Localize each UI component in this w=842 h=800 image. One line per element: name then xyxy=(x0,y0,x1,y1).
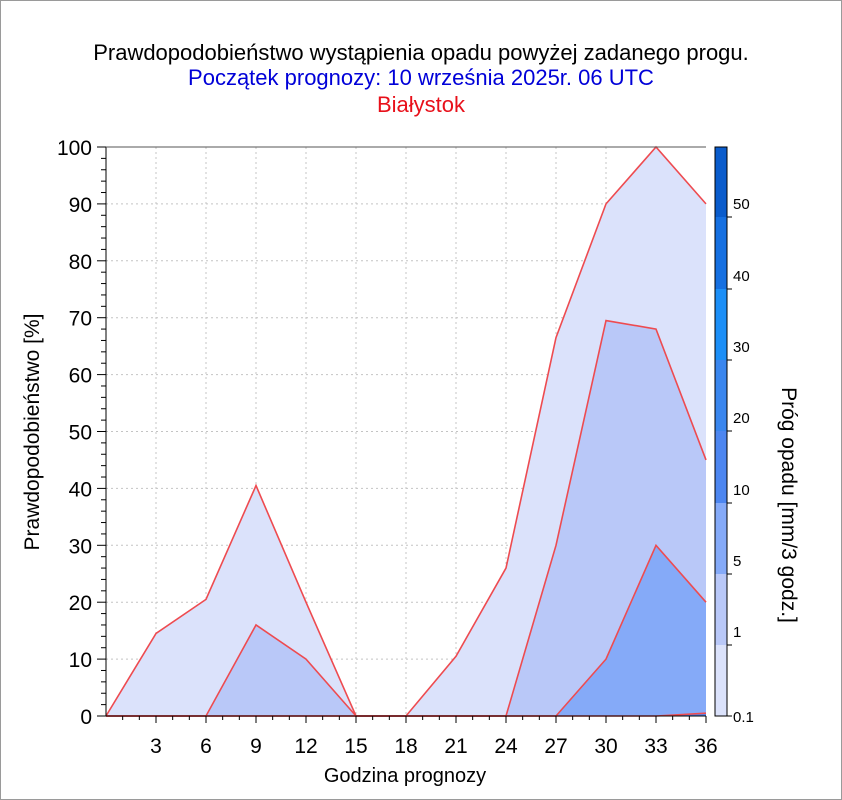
y-axis-label: Prawdopodobieństwo [%] xyxy=(21,314,44,551)
y-tick-label: 30 xyxy=(69,535,92,558)
colorbar-segment xyxy=(715,147,727,217)
colorbar-segment xyxy=(715,574,727,645)
y-tick-label: 100 xyxy=(57,137,92,160)
colorbar-segment xyxy=(715,431,727,503)
y-tick-label: 80 xyxy=(69,251,92,274)
x-tick-label: 3 xyxy=(150,735,162,758)
axes xyxy=(97,146,707,723)
x-tick-label: 6 xyxy=(200,735,212,758)
colorbar-label: Próg opadu [mm/3 godz.] xyxy=(777,387,800,623)
colorbar-tick-label: 5 xyxy=(733,553,741,570)
y-tick-label: 50 xyxy=(69,422,92,445)
x-tick-label: 24 xyxy=(494,735,518,758)
area-threshold-1 xyxy=(106,320,706,716)
colorbar-segment xyxy=(715,289,727,360)
colorbar: 0.1 1 5 10 20 30 40 50 xyxy=(714,146,754,726)
y-tick-label: 20 xyxy=(69,592,92,615)
colorbar-segment xyxy=(715,360,727,431)
y-tick-label: 60 xyxy=(69,365,92,388)
y-tick-labels: 0 10 20 30 40 50 60 70 80 90 100 xyxy=(57,137,92,729)
x-tick-label: 33 xyxy=(644,735,667,758)
y-tick-label: 40 xyxy=(69,478,92,501)
colorbar-tick-label: 40 xyxy=(733,268,750,285)
x-tick-labels: 3 6 9 12 15 18 21 24 27 30 33 36 xyxy=(150,735,718,758)
x-axis-label: Godzina prognozy xyxy=(324,765,486,787)
x-tick-label: 30 xyxy=(594,735,617,758)
colorbar-tick-label: 0.1 xyxy=(733,709,754,726)
y-tick-label: 90 xyxy=(69,194,92,217)
chart-subtitle: Początek prognozy: 10 września 2025r. 06… xyxy=(188,65,654,90)
x-tick-label: 18 xyxy=(394,735,417,758)
colorbar-tick-label: 30 xyxy=(733,339,750,356)
colorbar-segment xyxy=(715,503,727,574)
x-tick-label: 15 xyxy=(344,735,367,758)
x-tick-label: 27 xyxy=(544,735,567,758)
x-tick-label: 12 xyxy=(294,735,317,758)
y-tick-label: 0 xyxy=(80,706,92,729)
chart-location: Białystok xyxy=(376,92,466,117)
x-tick-label: 36 xyxy=(694,735,717,758)
x-tick-label: 9 xyxy=(250,735,262,758)
y-tick-label: 10 xyxy=(69,649,92,672)
colorbar-segment xyxy=(715,217,727,289)
x-tick-label: 21 xyxy=(444,735,467,758)
colorbar-tick-label: 1 xyxy=(733,624,741,641)
colorbar-tick-label: 50 xyxy=(733,196,750,213)
colorbar-tick-label: 10 xyxy=(733,482,750,499)
colorbar-segment xyxy=(715,645,727,716)
chart-title: Prawdopodobieństwo wystąpienia opadu pow… xyxy=(93,40,749,65)
area-threshold-2 xyxy=(106,545,706,716)
y-tick-label: 70 xyxy=(69,308,92,331)
colorbar-tick-label: 20 xyxy=(733,410,750,427)
